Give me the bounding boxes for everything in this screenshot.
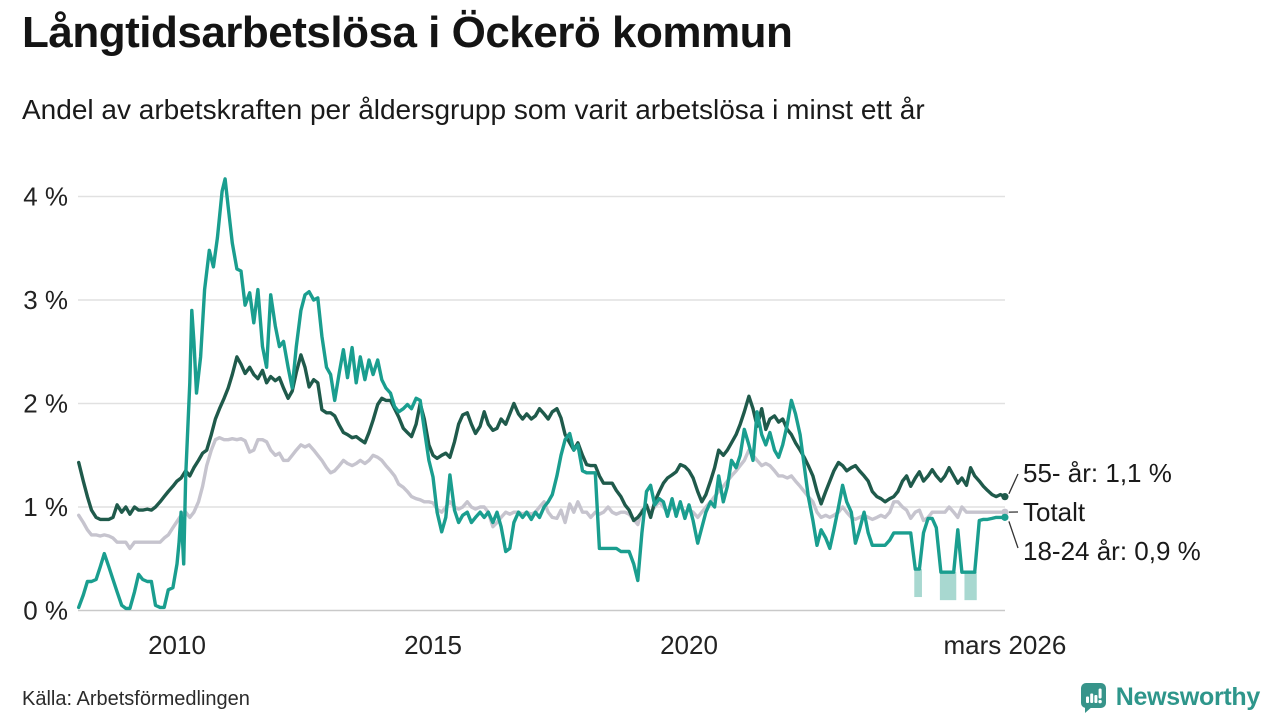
y-axis-tick-label: 1 % xyxy=(23,492,68,522)
y-axis-tick-label: 2 % xyxy=(23,389,68,419)
newsworthy-bubble-chart-icon xyxy=(1080,683,1106,713)
page-title: Långtidsarbetslösa i Öckerö kommun xyxy=(22,8,793,57)
series-end-label-totalt: Totalt xyxy=(1023,497,1086,527)
newsworthy-logo-text: Newsworthy xyxy=(1115,683,1261,711)
series-line-18-24-r xyxy=(76,177,1007,611)
uncertainty-band xyxy=(939,572,957,601)
page-subtitle: Andel av arbetskraften per åldersgrupp s… xyxy=(22,94,925,125)
series-end-label-18-24-r: 18-24 år: 0,9 % xyxy=(1023,536,1201,566)
x-axis-tick-label: 2020 xyxy=(660,630,718,660)
annotation-connector xyxy=(1008,521,1019,549)
series-end-dot-55-r xyxy=(1001,493,1009,501)
x-axis-tick-label: mars 2026 xyxy=(943,630,1066,660)
uncertainty-band xyxy=(914,569,922,598)
series-end-dot-18-24-r xyxy=(1001,513,1009,521)
x-axis-tick-label: 2015 xyxy=(404,630,462,660)
series-end-label-55-r: 55- år: 1,1 % xyxy=(1023,458,1172,488)
series-end-dot-totalt xyxy=(1001,508,1009,516)
source-note: Källa: Arbetsförmedlingen xyxy=(22,688,250,710)
newsworthy-logo: Newsworthy xyxy=(1079,682,1260,713)
y-axis-tick-label: 0 % xyxy=(23,596,68,626)
series-line-55-r xyxy=(76,353,1007,523)
x-axis-tick-label: 2010 xyxy=(148,630,206,660)
series-line-totalt xyxy=(76,436,1007,551)
annotation-connector xyxy=(1008,473,1019,495)
y-axis-tick-label: 4 % xyxy=(23,182,68,212)
y-axis-tick-label: 3 % xyxy=(23,285,68,315)
uncertainty-band xyxy=(964,572,977,601)
